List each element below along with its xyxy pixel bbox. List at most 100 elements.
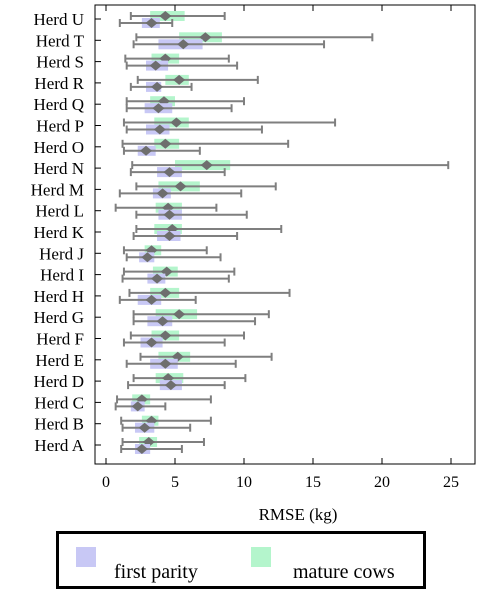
x-tick-label: 0 — [102, 474, 110, 491]
mean-diamond — [151, 81, 164, 92]
mean-diamond — [138, 422, 151, 433]
x-axis-ticks: 0 5 10 15 20 25 — [102, 5, 459, 491]
box-first-parity — [132, 316, 257, 327]
x-tick-label: 5 — [171, 474, 179, 491]
mean-diamond — [135, 444, 148, 454]
x-tick-label: 25 — [443, 474, 459, 491]
box-mature-cows — [135, 181, 277, 192]
mean-diamond — [152, 103, 165, 114]
box-first-parity — [125, 124, 263, 135]
legend: first parity mature cows — [56, 531, 426, 589]
mean-diamond — [164, 380, 177, 391]
category-label: Herd G — [33, 308, 84, 327]
mean-diamond — [170, 117, 183, 128]
category-label: Herd A — [34, 436, 84, 455]
category-label: Herd Q — [33, 95, 84, 114]
box-first-parity — [114, 401, 167, 412]
box-mature-cows — [128, 287, 291, 298]
box-first-parity — [122, 145, 201, 156]
box-mature-cows — [121, 437, 205, 447]
box-first-parity — [125, 60, 239, 71]
box-mature-cows — [131, 160, 450, 171]
series-mature-cows — [114, 11, 450, 447]
category-label: Herd M — [31, 180, 84, 199]
box-first-parity — [118, 18, 174, 28]
category-label: Herd N — [33, 159, 84, 178]
mean-diamond — [156, 188, 169, 199]
box-mature-cows — [122, 266, 236, 277]
x-tick-label: 10 — [236, 474, 252, 491]
mean-diamond — [145, 337, 158, 348]
category-label: Herd T — [36, 31, 85, 50]
box-first-parity — [129, 81, 193, 92]
category-label: Herd R — [34, 74, 84, 93]
category-label: Herd J — [39, 244, 84, 263]
box-mature-cows — [122, 245, 208, 256]
category-label: Herd C — [34, 393, 84, 412]
box-first-parity — [118, 294, 197, 305]
category-label: Herd H — [33, 287, 84, 306]
category-label: Herd O — [33, 138, 84, 157]
box-mature-cows — [129, 11, 226, 21]
category-label: Herd E — [35, 351, 84, 370]
box-first-parity — [132, 39, 326, 50]
box-first-parity — [132, 231, 239, 241]
box-first-parity — [127, 380, 226, 391]
box-first-parity — [121, 422, 192, 433]
box-first-parity — [120, 444, 183, 454]
mean-diamond — [200, 160, 213, 171]
box-mature-cows — [136, 74, 259, 85]
box-first-parity — [125, 103, 233, 114]
category-label: Herd P — [36, 117, 84, 136]
mean-diamond — [173, 309, 186, 320]
box-mature-cows — [132, 309, 270, 320]
x-tick-label: 15 — [305, 474, 321, 491]
series-first-parity — [114, 18, 326, 454]
mean-diamond — [141, 252, 154, 263]
box-first-parity — [129, 167, 226, 178]
category-label: Herd I — [40, 266, 84, 285]
mean-diamond — [145, 294, 158, 305]
box-first-parity — [125, 252, 222, 263]
legend-label-first-parity: first parity — [114, 561, 198, 583]
mean-diamond — [163, 167, 176, 178]
mean-diamond — [173, 74, 186, 85]
box-mature-cows — [121, 138, 290, 149]
category-label: Herd D — [33, 372, 84, 391]
legend-swatch-mature-cows — [251, 547, 271, 567]
x-axis-title: RMSE (kg) — [259, 505, 338, 524]
box-first-parity — [122, 337, 226, 348]
boxplot-series — [114, 11, 450, 454]
legend-swatch-first-parity — [76, 547, 96, 567]
category-label: Herd F — [36, 330, 84, 349]
mean-diamond — [151, 273, 164, 284]
mean-diamond — [153, 124, 166, 135]
legend-label-mature-cows: mature cows — [293, 561, 395, 583]
mean-diamond — [159, 138, 172, 149]
mean-diamond — [174, 181, 187, 192]
box-first-parity — [118, 188, 243, 199]
box-mature-cows — [120, 415, 212, 426]
category-labels: Herd U Herd T Herd S Herd R Herd Q Herd P Herd… — [31, 10, 101, 455]
plot-frame — [94, 4, 476, 465]
mean-diamond — [163, 231, 176, 241]
box-first-parity — [121, 273, 230, 284]
box-first-parity — [125, 358, 237, 369]
box-first-parity — [135, 209, 248, 220]
mean-diamond — [177, 39, 190, 50]
mean-diamond — [149, 60, 162, 71]
category-label: Herd U — [33, 10, 84, 29]
mean-diamond — [159, 287, 172, 298]
mean-diamond — [156, 316, 169, 327]
mean-diamond — [131, 401, 144, 412]
category-label: Herd S — [36, 53, 84, 72]
x-tick-label: 20 — [374, 474, 390, 491]
mean-diamond — [145, 18, 158, 28]
mean-diamond — [159, 11, 172, 21]
box-mature-cows — [135, 32, 374, 43]
category-label: Herd B — [34, 415, 84, 434]
category-label: Herd K — [33, 223, 84, 242]
mean-diamond — [159, 358, 172, 369]
category-label: Herd L — [35, 202, 84, 221]
box-mature-cows — [122, 117, 337, 128]
